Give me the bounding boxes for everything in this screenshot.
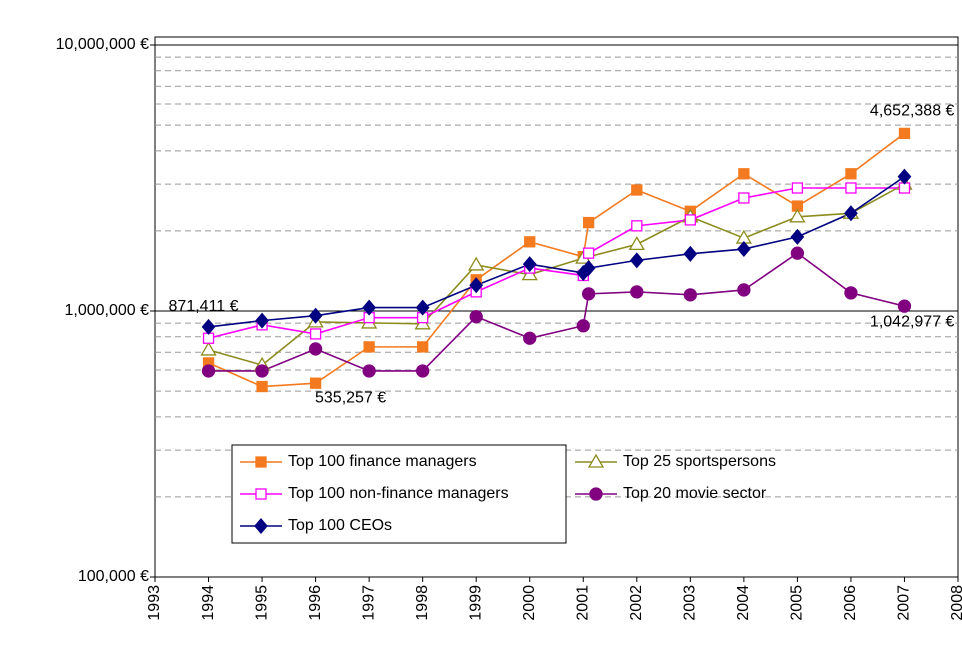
- marker: [684, 214, 696, 226]
- data-label: 1,042,977 €: [870, 313, 955, 330]
- marker: [790, 228, 805, 245]
- marker: [898, 127, 911, 140]
- marker: [254, 518, 268, 534]
- marker: [844, 205, 858, 222]
- marker: [255, 364, 269, 378]
- x-tick-label: 2008: [949, 585, 962, 621]
- marker: [576, 319, 590, 333]
- marker: [523, 331, 537, 345]
- legend-label: Top 25 sportspersons: [623, 453, 776, 470]
- marker: [255, 456, 267, 468]
- x-tick-label: 2004: [735, 585, 752, 621]
- marker: [255, 312, 269, 329]
- marker: [469, 310, 483, 324]
- marker: [363, 341, 375, 353]
- marker: [582, 216, 595, 229]
- marker: [844, 286, 858, 300]
- marker: [738, 168, 750, 180]
- legend-label: Top 100 non-finance managers: [288, 485, 509, 502]
- series-line: [208, 183, 905, 366]
- marker: [791, 182, 804, 194]
- marker: [581, 287, 596, 301]
- marker: [308, 307, 323, 324]
- x-tick-label: 1995: [253, 585, 270, 621]
- marker: [255, 488, 267, 500]
- marker: [589, 487, 603, 501]
- legend: Top 100 finance managers Top 25 sportsper…: [231, 444, 776, 544]
- marker: [469, 277, 484, 294]
- marker: [897, 299, 912, 313]
- data-label: 4,652,388 €: [870, 103, 955, 120]
- marker: [201, 364, 216, 378]
- marker: [737, 241, 751, 258]
- x-tick-label: 1996: [307, 585, 324, 621]
- marker: [845, 168, 857, 180]
- data-label: 535,257 €: [315, 389, 386, 406]
- x-tick-label: 2002: [628, 585, 645, 621]
- marker: [581, 260, 596, 277]
- marker: [587, 453, 605, 468]
- marker: [524, 236, 536, 248]
- x-tick-label: 1998: [414, 585, 431, 621]
- legend-label: Top 100 finance managers: [288, 453, 477, 470]
- marker: [582, 247, 595, 259]
- marker: [631, 220, 643, 232]
- marker: [200, 341, 217, 356]
- marker: [417, 341, 429, 353]
- marker: [630, 285, 644, 299]
- marker: [309, 377, 322, 389]
- x-tick-label: 2007: [896, 585, 913, 621]
- y-tick-label: 10,000,000 €: [56, 36, 150, 53]
- marker: [201, 318, 216, 335]
- marker: [628, 236, 645, 251]
- marker: [256, 380, 268, 393]
- marker: [737, 283, 751, 297]
- legend-label: Top 100 CEOs: [288, 517, 392, 534]
- marker: [683, 288, 697, 302]
- marker: [308, 342, 323, 356]
- x-tick-label: 2003: [682, 585, 699, 621]
- marker: [683, 245, 698, 262]
- marker: [631, 184, 643, 196]
- marker: [629, 252, 644, 269]
- marker: [309, 328, 322, 340]
- marker: [362, 364, 376, 378]
- marker: [522, 256, 537, 273]
- marker: [790, 246, 805, 260]
- x-tick-label: 2005: [789, 585, 806, 621]
- x-tick-label: 1999: [467, 585, 484, 621]
- x-tick-label: 1994: [200, 585, 217, 621]
- x-tick-label: 1997: [360, 585, 377, 621]
- x-tick-label: 2001: [574, 585, 591, 621]
- x-tick-label: 2000: [521, 585, 538, 621]
- y-tick-label: 1,000,000 €: [64, 302, 149, 319]
- marker: [738, 192, 750, 204]
- marker: [897, 168, 912, 185]
- marker: [416, 364, 430, 378]
- x-tick-label: 2006: [842, 585, 859, 621]
- marker: [362, 299, 376, 316]
- marker: [468, 256, 485, 271]
- legend-box: [231, 444, 567, 544]
- marker: [415, 299, 430, 316]
- x-tick-label: 1993: [146, 585, 163, 621]
- marker: [789, 208, 806, 223]
- marker: [845, 182, 857, 194]
- data-label: 871,411 €: [169, 298, 239, 315]
- legend-label: Top 20 movie sector: [623, 485, 767, 502]
- y-tick-label: 100,000 €: [78, 568, 149, 585]
